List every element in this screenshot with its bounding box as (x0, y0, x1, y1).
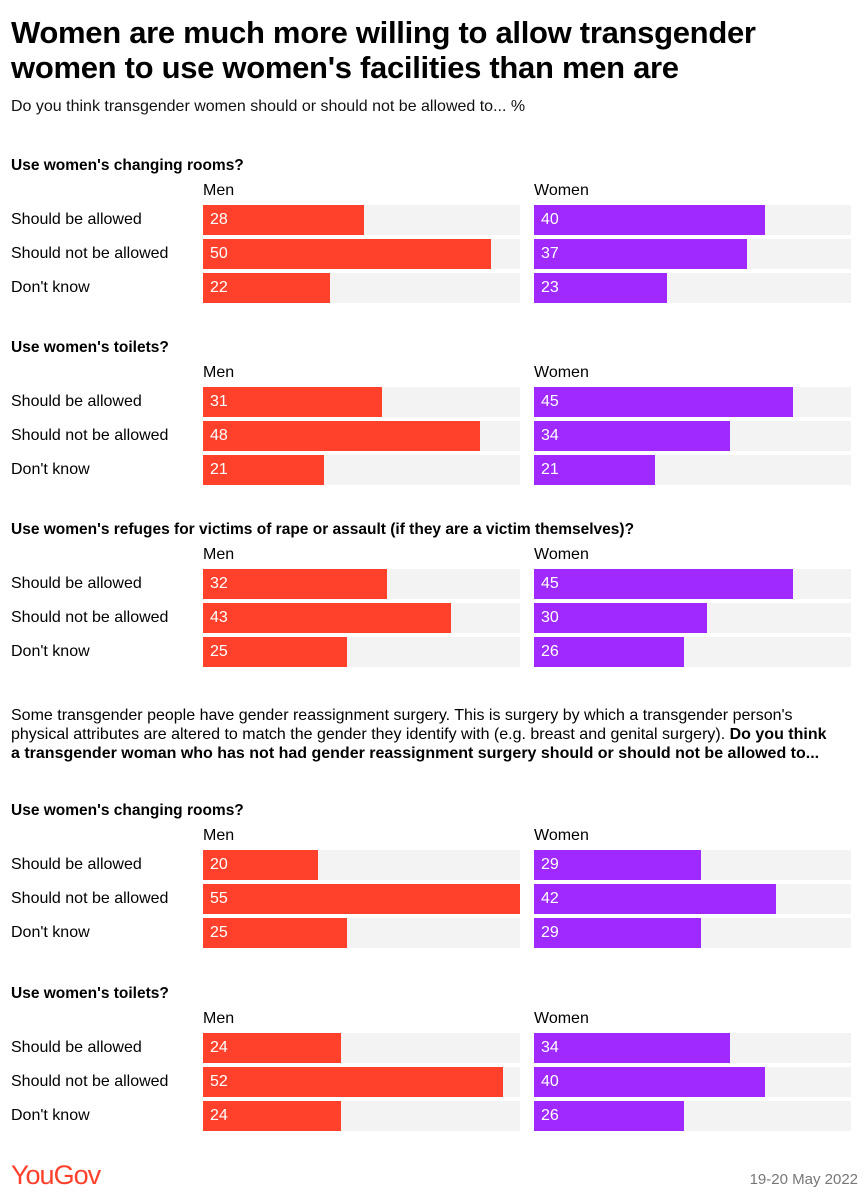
panel-4-women-header: Women (534, 827, 589, 844)
women-value-label: 26 (541, 1107, 559, 1124)
women-value-label: 26 (541, 643, 559, 660)
panel-3-women-header: Women (534, 546, 589, 563)
women-value-label: 29 (541, 924, 559, 941)
men-bar (203, 603, 451, 633)
men-value-label: 55 (210, 890, 228, 907)
men-value-label: 52 (210, 1073, 228, 1090)
women-value-label: 37 (541, 245, 559, 262)
panel-5-row-label: Should not be allowed (11, 1073, 169, 1090)
panel-1-question: Use women's changing rooms? (11, 157, 244, 174)
men-value-label: 24 (210, 1039, 228, 1056)
surgery-note-text: Some transgender people have gender reas… (11, 707, 793, 743)
panel-3-row-label: Should not be allowed (11, 609, 169, 626)
men-bar (203, 1101, 341, 1131)
men-value-label: 22 (210, 279, 228, 296)
panel-1-row-label: Should be allowed (11, 211, 142, 228)
men-bar (203, 918, 347, 948)
panel-3-row-label: Should be allowed (11, 575, 142, 592)
men-value-label: 20 (210, 856, 228, 873)
men-value-label: 32 (210, 575, 228, 592)
panel-2-row-label: Don't know (11, 461, 90, 478)
men-value-label: 21 (210, 461, 228, 478)
men-bar (203, 850, 318, 880)
women-bar (534, 239, 747, 269)
yougov-logo: YouGov (11, 1160, 101, 1190)
panel-3-men-header: Men (203, 546, 235, 563)
men-bar (203, 205, 364, 235)
men-bar (203, 455, 324, 485)
men-value-label: 28 (210, 211, 228, 228)
fieldwork-date: 19-20 May 2022 (749, 1171, 858, 1188)
panel-4-row-label: Should be allowed (11, 856, 142, 873)
men-bar (203, 421, 480, 451)
men-value-label: 43 (210, 609, 228, 626)
women-value-label: 34 (541, 1039, 559, 1056)
panel-2-men-header: Men (203, 364, 235, 381)
panel-1-women-header: Women (534, 182, 589, 199)
men-value-label: 48 (210, 427, 228, 444)
panel-5-row-label: Don't know (11, 1107, 90, 1124)
panel-1-men-header: Men (203, 182, 235, 199)
women-bar (534, 637, 684, 667)
panel-4-men-header: Men (203, 827, 235, 844)
men-bar (203, 273, 330, 303)
men-bar (203, 1033, 341, 1063)
women-bar (534, 884, 776, 914)
panel-5-row-label: Should be allowed (11, 1039, 142, 1056)
men-value-label: 24 (210, 1107, 228, 1124)
panel-2-women-header: Women (534, 364, 589, 381)
men-value-label: 25 (210, 643, 228, 660)
panel-3-row-label: Don't know (11, 643, 90, 660)
women-value-label: 30 (541, 609, 559, 626)
panel-1-row-label: Should not be allowed (11, 245, 169, 262)
women-bar (534, 205, 765, 235)
chart-title: Women are much more willing to allow tra… (11, 15, 756, 85)
women-value-label: 40 (541, 211, 559, 228)
panel-3-question: Use women's refuges for victims of rape … (11, 521, 635, 538)
panel-4-row-label: Should not be allowed (11, 890, 169, 907)
panel-2-row-label: Should not be allowed (11, 427, 169, 444)
women-bar (534, 569, 793, 599)
men-bar (203, 239, 491, 269)
panel-4-question: Use women's changing rooms? (11, 802, 244, 819)
women-bar (534, 387, 793, 417)
women-value-label: 29 (541, 856, 559, 873)
women-value-label: 21 (541, 461, 559, 478)
women-bar (534, 421, 730, 451)
women-value-label: 42 (541, 890, 559, 907)
men-bar (203, 1067, 503, 1097)
women-bar (534, 603, 707, 633)
women-value-label: 40 (541, 1073, 559, 1090)
panel-5-question: Use women's toilets? (11, 985, 169, 1002)
men-bar (203, 387, 382, 417)
chart-subtitle: Do you think transgender women should or… (11, 98, 526, 115)
panel-5-men-header: Men (203, 1010, 235, 1027)
women-value-label: 45 (541, 575, 559, 592)
men-bar (203, 884, 520, 914)
women-value-label: 34 (541, 427, 559, 444)
women-bar (534, 850, 701, 880)
surgery-note-question: Do you think a transgender woman who has… (11, 726, 827, 762)
women-bar (534, 1067, 765, 1097)
panel-2-question: Use women's toilets? (11, 339, 169, 356)
men-value-label: 50 (210, 245, 228, 262)
women-bar (534, 273, 667, 303)
women-bar (534, 1033, 730, 1063)
women-bar (534, 1101, 684, 1131)
women-value-label: 23 (541, 279, 559, 296)
panel-5-women-header: Women (534, 1010, 589, 1027)
women-value-label: 45 (541, 393, 559, 410)
men-value-label: 25 (210, 924, 228, 941)
surgery-note: Some transgender people have gender reas… (11, 706, 831, 763)
women-bar (534, 455, 655, 485)
panel-1-row-label: Don't know (11, 279, 90, 296)
panel-2-row-label: Should be allowed (11, 393, 142, 410)
women-bar (534, 918, 701, 948)
men-bar (203, 569, 387, 599)
men-bar (203, 637, 347, 667)
men-value-label: 31 (210, 393, 228, 410)
panel-4-row-label: Don't know (11, 924, 90, 941)
